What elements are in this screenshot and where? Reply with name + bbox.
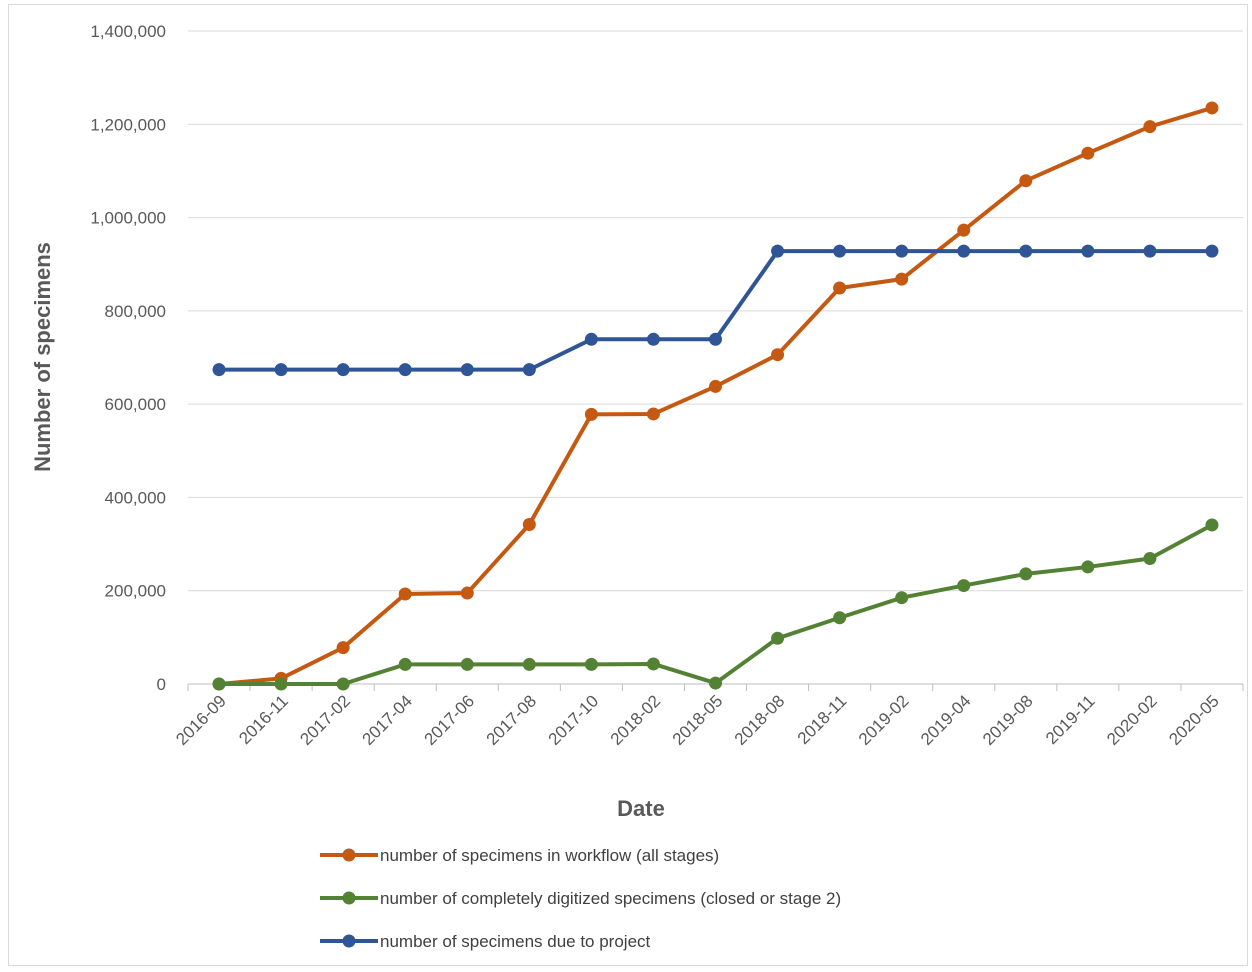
x-tick-label: 2020-05 [1165,691,1223,749]
series-3-point [274,363,288,377]
series-2-point [771,631,785,645]
series-2-point [895,591,909,605]
series-lines [218,106,1213,686]
series-1-point [957,223,971,237]
series-3-point [584,332,598,346]
chart-frame [8,4,1248,966]
series-points [212,101,1219,691]
x-tick-label: 2017-04 [358,691,416,749]
series-1-point [398,587,412,601]
series-3-point [957,244,971,258]
series-2-point [274,677,288,691]
series-3-point [833,244,847,258]
legend-label: number of specimens in workflow (all sta… [380,846,719,865]
series-3-point [212,363,226,377]
legend-label: number of completely digitized specimens… [380,889,841,908]
series-1-point [1019,174,1033,188]
x-tick-label: 2018-05 [669,691,727,749]
series-1-point [771,348,785,362]
x-axis-tick-labels: 2016-09 2016-11 2017-02 2017-04 2017-06 2017-… [172,691,1222,749]
y-axis-title: Number of specimens [30,242,55,472]
y-tick-label: 600,000 [105,395,166,414]
series-2-point [1019,567,1033,581]
series-1-point [1081,146,1095,160]
series-2-point [522,657,536,671]
x-tick-label: 2019-04 [917,691,975,749]
y-tick-label: 1,000,000 [90,209,166,228]
series-2-point [460,657,474,671]
series-2-point [646,657,660,671]
x-tick-label: 2016-09 [172,691,230,749]
series-line-2 [219,523,1213,686]
legend-swatch-marker [342,934,356,948]
series-3-point [1081,244,1095,258]
series-2-point [398,657,412,671]
y-tick-label: 400,000 [105,488,166,507]
x-tick-label: 2017-08 [483,691,541,749]
series-1-point [646,407,660,421]
series-1-point [1143,120,1157,134]
series-line-1 [218,106,1213,686]
series-1-point [336,641,350,655]
x-tick-label: 2019-02 [855,691,913,749]
x-tick-label: 2019-08 [979,691,1037,749]
series-3-point [1019,244,1033,258]
series-3-point [1143,244,1157,258]
x-tick-label: 2018-11 [794,691,851,748]
series-2-point [1081,560,1095,574]
legend-swatch-marker [342,848,356,862]
series-3-point [460,363,474,377]
x-tick-label: 2017-10 [545,691,603,749]
series-1-point [709,379,722,393]
series-2-point [957,579,971,593]
series-2-point [1205,518,1219,532]
x-tick-label: 2018-08 [731,691,789,749]
series-1-point [1205,101,1219,115]
x-axis-title: Date [617,796,665,821]
series-2-point [336,677,350,691]
series-1-point [895,272,909,286]
series-3-point [646,332,660,346]
series-3-point [771,244,785,258]
series-3-point [709,332,722,346]
y-tick-label: 0 [157,675,166,694]
x-tick-label: 2020-02 [1103,691,1161,749]
series-2-point [833,611,847,625]
series-1-point [833,281,847,295]
legend-label: number of specimens due to project [380,932,651,951]
series-2-point [709,676,722,690]
legend: number of specimens in workflow (all sta… [320,846,841,951]
y-axis-tick-labels: 0 200,000 400,000 600,000 800,000 1,000,000 1,… [90,22,166,694]
y-tick-label: 1,200,000 [90,115,166,134]
x-tick-label: 2017-02 [296,691,354,749]
gridlines [188,30,1243,592]
series-3-point [895,244,909,258]
y-tick-label: 200,000 [105,582,166,601]
x-tick-label: 2016-11 [235,691,292,748]
series-2-point [1143,552,1157,566]
series-3-point [398,363,412,377]
series-1-point [522,517,536,531]
y-tick-label: 800,000 [105,302,166,321]
x-tick-label: 2019-11 [1042,691,1099,748]
x-tick-label: 2017-06 [421,691,479,749]
series-1-point [460,586,474,600]
series-3-point [522,363,536,377]
series-1-point [584,407,598,421]
series-3-point [336,363,350,377]
y-tick-label: 1,400,000 [90,22,166,41]
series-2-point [584,657,598,671]
series-3-point [1205,244,1219,258]
x-tick-label: 2018-02 [607,691,665,749]
series-2-point [212,677,226,691]
legend-swatch-marker [342,891,356,905]
